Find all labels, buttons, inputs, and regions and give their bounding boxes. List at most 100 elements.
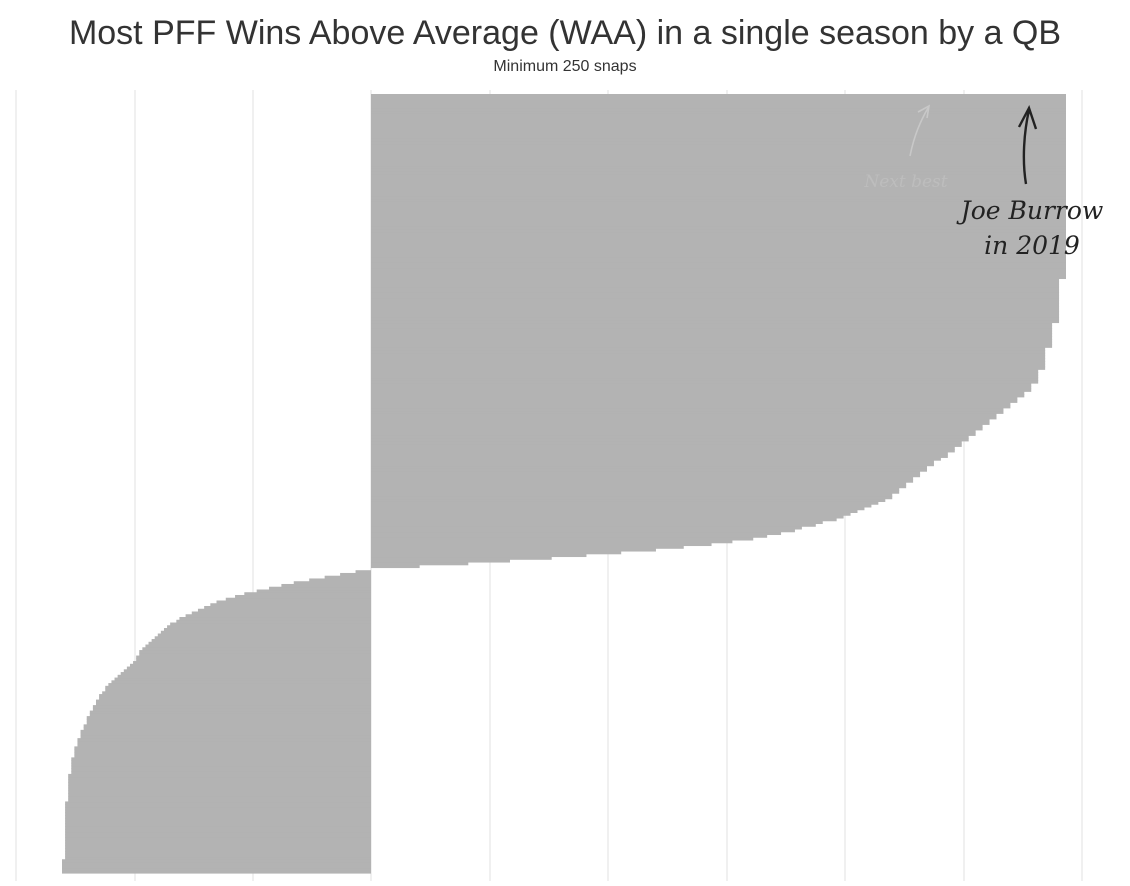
bar	[83, 724, 371, 728]
bar	[371, 278, 1060, 282]
bar	[371, 118, 1066, 123]
bar	[371, 410, 1004, 414]
bar	[65, 809, 371, 814]
bar	[371, 300, 1060, 304]
bar	[371, 462, 934, 467]
bar	[324, 575, 371, 580]
bar	[170, 622, 371, 626]
bar	[80, 735, 371, 739]
bar	[371, 504, 872, 508]
bar	[371, 248, 1066, 252]
bar	[371, 305, 1060, 310]
chart-subtitle: Minimum 250 snaps	[493, 58, 637, 75]
bar	[65, 812, 371, 816]
bar	[371, 127, 1066, 131]
bar	[371, 107, 1066, 112]
bar	[371, 316, 1060, 321]
bar	[235, 594, 371, 599]
bar	[129, 663, 371, 668]
bar	[65, 806, 371, 811]
bar	[371, 402, 1011, 406]
bar	[74, 749, 372, 753]
bar	[371, 149, 1066, 153]
bar	[68, 779, 372, 783]
bar	[371, 220, 1066, 224]
burrow-label-line1: Joe Burrow	[956, 196, 1104, 225]
bar	[65, 839, 371, 844]
bar	[154, 636, 371, 640]
bar	[371, 96, 1066, 101]
bar	[371, 292, 1060, 296]
bar	[371, 250, 1066, 255]
bar	[371, 531, 782, 536]
bar	[371, 215, 1066, 219]
bar	[371, 473, 921, 478]
bar	[371, 138, 1066, 142]
bar	[71, 757, 372, 761]
bar	[371, 143, 1066, 147]
bar	[95, 699, 372, 703]
bar	[65, 828, 371, 833]
bar	[340, 572, 371, 577]
bar	[114, 677, 371, 681]
bar	[371, 212, 1066, 216]
bar	[371, 234, 1066, 238]
bar	[244, 592, 371, 596]
bar	[92, 707, 372, 712]
bar	[71, 771, 372, 775]
bar	[371, 344, 1053, 348]
bar	[371, 553, 587, 558]
bar	[371, 157, 1066, 161]
bar	[371, 438, 969, 442]
bar	[371, 182, 1066, 186]
bar	[139, 652, 371, 657]
bar	[371, 479, 914, 483]
bar	[160, 630, 371, 635]
bar	[371, 534, 768, 538]
bar	[371, 105, 1066, 109]
bar	[371, 385, 1032, 390]
bar	[77, 743, 371, 747]
bar	[62, 864, 371, 869]
bar	[371, 113, 1066, 117]
bar	[68, 787, 372, 792]
bar	[65, 815, 371, 819]
bar	[80, 732, 371, 736]
bar	[102, 691, 372, 695]
bar	[371, 187, 1066, 191]
bar	[371, 160, 1066, 164]
bar	[371, 421, 990, 425]
bar	[371, 308, 1060, 313]
bar	[371, 443, 962, 447]
bar	[77, 738, 371, 742]
bar	[65, 845, 371, 849]
bar	[371, 528, 795, 533]
bar	[371, 520, 823, 525]
bar	[99, 694, 371, 698]
bar	[371, 548, 656, 552]
bar	[74, 754, 372, 758]
bar	[163, 628, 371, 632]
bar	[89, 710, 371, 714]
bar	[371, 209, 1066, 213]
bar	[62, 867, 371, 871]
bar	[371, 314, 1060, 318]
bar	[105, 688, 371, 692]
bar	[371, 484, 907, 489]
bar	[371, 193, 1066, 197]
bar	[68, 784, 372, 789]
bar	[293, 581, 371, 585]
bar	[71, 765, 372, 769]
bar	[371, 347, 1046, 351]
bar	[65, 850, 371, 855]
bar	[371, 399, 1018, 403]
bar	[371, 165, 1066, 169]
bar	[371, 416, 997, 420]
bar	[117, 674, 372, 679]
bar	[65, 817, 371, 822]
bar	[256, 589, 371, 593]
bar	[145, 644, 371, 648]
burrow-arrowhead-icon	[1017, 104, 1038, 130]
bar	[371, 198, 1066, 202]
